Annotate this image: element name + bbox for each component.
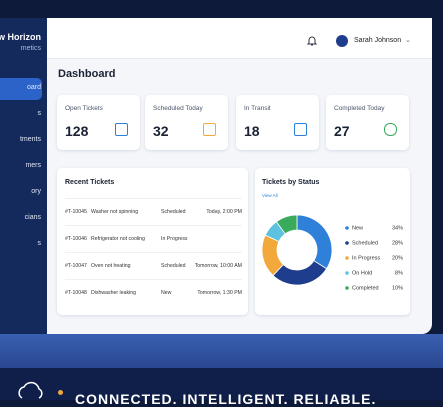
status-card: Tickets by Status View All New 34% Schedul… (255, 168, 410, 315)
stat-icon (384, 123, 397, 136)
ticket-cell: #T-10048 (65, 290, 87, 296)
sidebar-item[interactable]: cians (24, 214, 41, 221)
donut-chart: New 34% Scheduled 28% In Progress 20% On Hold 8… (261, 214, 403, 291)
legend-label: On Hold (352, 270, 372, 276)
ticket-cell: #T-10046 (65, 236, 87, 242)
card-title: Recent Tickets (65, 179, 115, 186)
ticket-cell: Scheduled (161, 209, 186, 215)
ticket-row[interactable]: #T-10048 Dishwasher leaking New Tomorrow, 1… (65, 279, 242, 306)
sidebar-item[interactable]: ory (31, 188, 41, 195)
stat-card: Open Tickets 128 (57, 95, 140, 150)
legend-value: 28% (392, 240, 403, 246)
page-title: Dashboard (58, 68, 116, 80)
avatar[interactable] (336, 35, 348, 47)
legend-dot (345, 271, 349, 275)
sidebar-item[interactable]: tments (19, 136, 41, 143)
stat-card: Completed Today 27 (326, 95, 409, 150)
legend-dot (345, 286, 349, 290)
stat-label: Completed Today (334, 105, 385, 112)
ticket-row[interactable]: #T-10046 Refrigerator not cooling In Progr… (65, 225, 242, 252)
ticket-cell: Tomorrow, 1:30 PM (197, 290, 242, 296)
legend-label: Completed (352, 285, 379, 291)
stat-card: Scheduled Today 32 (145, 95, 228, 150)
ticket-row[interactable]: #T-10047 Oven not heating Scheduled Tomorro… (65, 252, 242, 279)
stat-icon (294, 123, 307, 136)
legend-label: New (352, 225, 363, 231)
ticket-cell: #T-10045 (65, 209, 87, 215)
stat-value: 18 (244, 123, 260, 139)
sidebar-item[interactable]: s (37, 110, 42, 117)
donut-segment (275, 214, 298, 235)
view-all-link[interactable]: View All (262, 193, 278, 198)
topbar (47, 18, 432, 59)
ticket-cell: Scheduled (161, 263, 186, 269)
brand-name: w Horizon (0, 32, 41, 42)
legend-label: In Progress (352, 255, 380, 261)
ticket-cell: Refrigerator not cooling (91, 236, 145, 242)
legend-dot (345, 256, 349, 260)
stat-value: 32 (153, 123, 169, 139)
legend-value: 20% (392, 255, 403, 261)
ticket-cell: Washer not spinning (91, 209, 139, 215)
sidebar: w Horizon metics oard s tments mers ory cians… (0, 18, 47, 334)
user-name[interactable]: Sarah Johnson (354, 37, 402, 44)
stand (0, 334, 443, 370)
cloud-icon (18, 381, 43, 399)
stat-value: 27 (334, 123, 350, 139)
legend-dot (345, 226, 349, 230)
sidebar-item[interactable]: s (37, 240, 42, 247)
stat-icon (115, 123, 128, 136)
active-item-bg (0, 78, 42, 100)
ticket-cell: Tomorrow, 10:00 AM (194, 263, 242, 269)
stat-label: In Transit (244, 105, 271, 112)
sidebar-item[interactable]: mers (25, 162, 41, 169)
legend: New 34% Scheduled 28% In Progress 20% On Hold 8… (345, 225, 403, 291)
sidebar-item[interactable]: oard (26, 84, 41, 91)
ticket-cell: Dishwasher leaking (91, 290, 136, 296)
ticket-cell: Today, 2:00 PM (206, 209, 242, 215)
dropdown-caret[interactable]: ⌄ (405, 37, 411, 44)
banner: CONNECTED. INTELLIGENT. RELIABLE. (0, 368, 443, 407)
bell-icon[interactable] (306, 35, 318, 47)
ticket-cell: New (161, 290, 172, 296)
stat-label: Open Tickets (65, 105, 103, 112)
stat-value: 128 (65, 123, 89, 139)
tagline: CONNECTED. INTELLIGENT. RELIABLE. (75, 391, 377, 407)
brand-sub: metics (20, 45, 41, 52)
ticket-row[interactable]: #T-10045 Washer not spinning Scheduled Toda… (65, 198, 242, 225)
stat-card: In Transit 18 (236, 95, 319, 150)
dot (58, 390, 63, 395)
legend-label: Scheduled (352, 240, 378, 246)
legend-value: 10% (392, 285, 403, 291)
stat-icon (203, 123, 216, 136)
stat-label: Scheduled Today (153, 105, 203, 112)
legend-value: 8% (395, 270, 403, 276)
card-title: Tickets by Status (262, 179, 320, 186)
ticket-cell: In Progress (161, 236, 188, 242)
legend-value: 34% (392, 225, 403, 231)
legend-dot (345, 241, 349, 245)
recent-tickets-card: Recent Tickets #T-10045 Washer not spinni… (57, 168, 248, 315)
ticket-cell: Oven not heating (91, 263, 131, 269)
ticket-cell: #T-10047 (65, 263, 87, 269)
